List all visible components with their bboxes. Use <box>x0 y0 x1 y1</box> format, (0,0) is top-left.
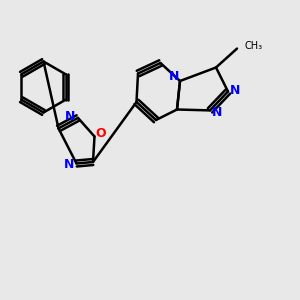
Text: N: N <box>230 83 241 97</box>
Text: N: N <box>169 70 179 83</box>
Text: N: N <box>65 110 76 123</box>
Text: O: O <box>96 127 106 140</box>
Text: N: N <box>64 158 74 172</box>
Text: CH₃: CH₃ <box>244 41 262 51</box>
Text: N: N <box>212 106 223 119</box>
